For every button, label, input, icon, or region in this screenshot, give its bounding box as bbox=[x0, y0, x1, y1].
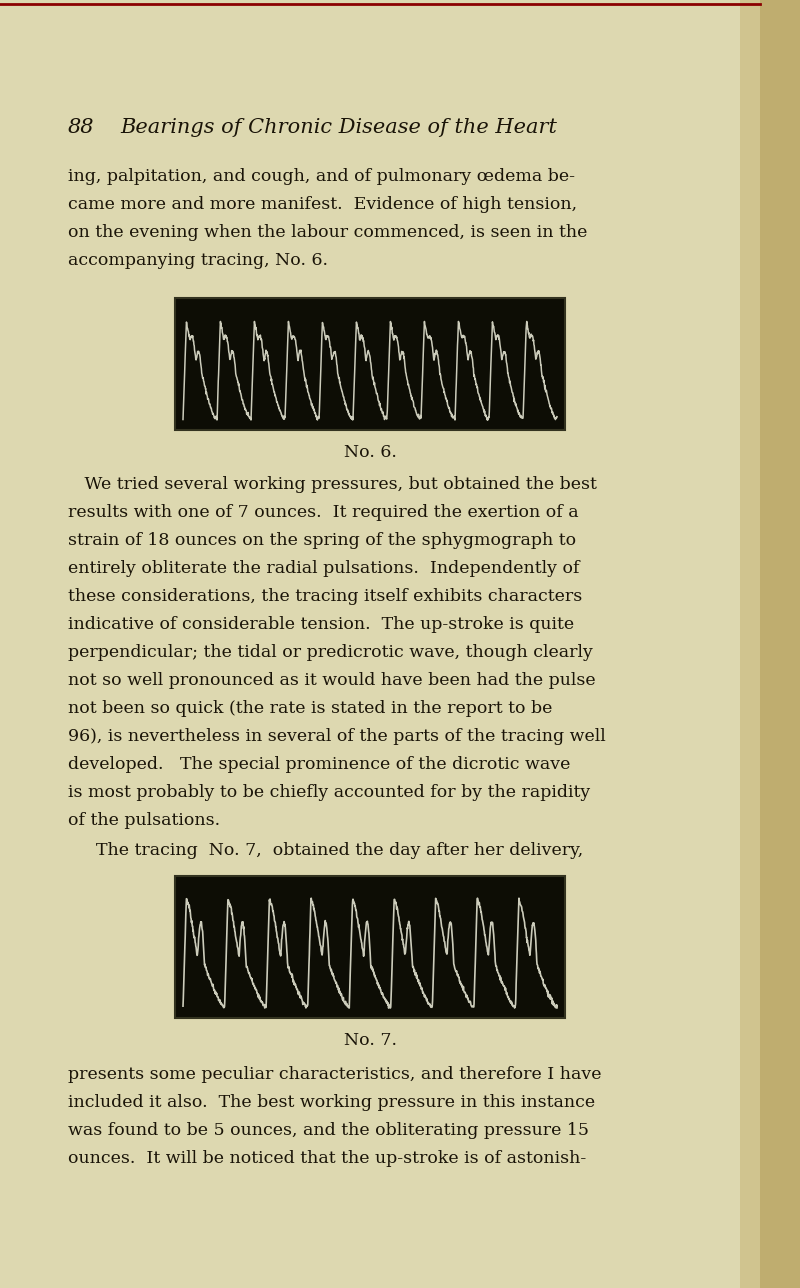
Text: not been so quick (the rate is stated in the report to be: not been so quick (the rate is stated in… bbox=[68, 699, 552, 717]
Text: ing, palpitation, and cough, and of pulmonary œdema be-: ing, palpitation, and cough, and of pulm… bbox=[68, 167, 575, 185]
Bar bbox=[760, 0, 800, 1288]
Text: 88: 88 bbox=[68, 118, 94, 137]
Text: presents some peculiar characteristics, and therefore I have: presents some peculiar characteristics, … bbox=[68, 1066, 602, 1083]
Text: came more and more manifest.  Evidence of high tension,: came more and more manifest. Evidence of… bbox=[68, 196, 577, 213]
Text: No. 7.: No. 7. bbox=[343, 1032, 397, 1048]
Bar bbox=[175, 876, 565, 1018]
Text: results with one of 7 ounces.  It required the exertion of a: results with one of 7 ounces. It require… bbox=[68, 504, 578, 522]
Text: was found to be 5 ounces, and the obliterating pressure 15: was found to be 5 ounces, and the oblite… bbox=[68, 1122, 589, 1139]
Text: We tried several working pressures, but obtained the best: We tried several working pressures, but … bbox=[68, 477, 597, 493]
Text: perpendicular; the tidal or predicrotic wave, though clearly: perpendicular; the tidal or predicrotic … bbox=[68, 644, 593, 661]
Text: The tracing  No. 7,  obtained the day after her delivery,: The tracing No. 7, obtained the day afte… bbox=[96, 842, 583, 859]
Text: indicative of considerable tension.  The up-stroke is quite: indicative of considerable tension. The … bbox=[68, 616, 574, 632]
Text: 96), is nevertheless in several of the parts of the tracing well: 96), is nevertheless in several of the p… bbox=[68, 728, 606, 744]
Bar bbox=[175, 298, 565, 430]
Text: these considerations, the tracing itself exhibits characters: these considerations, the tracing itself… bbox=[68, 589, 582, 605]
Bar bbox=[740, 0, 800, 1288]
Text: No. 6.: No. 6. bbox=[343, 444, 397, 461]
Text: not so well pronounced as it would have been had the pulse: not so well pronounced as it would have … bbox=[68, 672, 596, 689]
Text: accompanying tracing, No. 6.: accompanying tracing, No. 6. bbox=[68, 252, 328, 269]
Text: of the pulsations.: of the pulsations. bbox=[68, 811, 220, 829]
Text: entirely obliterate the radial pulsations.  Independently of: entirely obliterate the radial pulsation… bbox=[68, 560, 579, 577]
Text: ounces.  It will be noticed that the up-stroke is of astonish-: ounces. It will be noticed that the up-s… bbox=[68, 1150, 586, 1167]
Text: developed.   The special prominence of the dicrotic wave: developed. The special prominence of the… bbox=[68, 756, 570, 773]
Text: included it also.  The best working pressure in this instance: included it also. The best working press… bbox=[68, 1094, 595, 1112]
Text: strain of 18 ounces on the spring of the sphygmograph to: strain of 18 ounces on the spring of the… bbox=[68, 532, 576, 549]
Text: is most probably to be chiefly accounted for by the rapidity: is most probably to be chiefly accounted… bbox=[68, 784, 590, 801]
Text: on the evening when the labour commenced, is seen in the: on the evening when the labour commenced… bbox=[68, 224, 587, 241]
Text: Bearings of Chronic Disease of the Heart: Bearings of Chronic Disease of the Heart bbox=[120, 118, 557, 137]
